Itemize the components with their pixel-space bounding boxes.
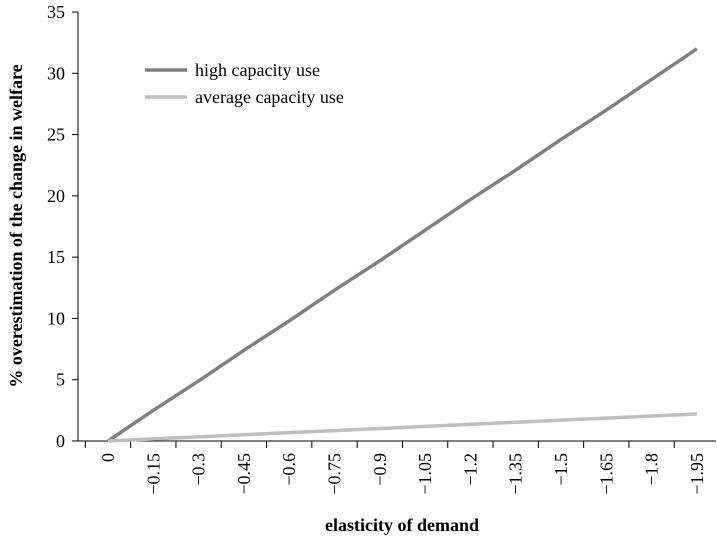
x-tick-label: −1.05: [415, 453, 435, 495]
x-tick-label: 0: [98, 453, 118, 462]
legend-label: average capacity use: [195, 87, 344, 107]
series-line-average-capacity-use: [107, 412, 697, 443]
y-tick-label: 0: [56, 431, 65, 451]
x-tick-label: −1.35: [506, 453, 526, 495]
x-tick-label: −1.65: [596, 453, 616, 495]
axes: 0 5 10 15 20 25 30 35 0 −0.15 −0.3 −0.45 −0.6 −0.75 −…: [47, 2, 716, 495]
y-tick-label: 20: [47, 186, 65, 206]
x-tick-label: −0.75: [325, 453, 345, 495]
y-axis-ticks: 0 5 10 15 20 25 30 35: [47, 2, 78, 451]
x-axis-title: elasticity of demand: [325, 515, 479, 535]
legend-label: high capacity use: [195, 60, 320, 80]
x-tick-label: −1.5: [551, 453, 571, 486]
x-tick-label: −0.15: [143, 453, 163, 495]
y-tick-label: 30: [47, 63, 65, 83]
y-tick-label: 10: [47, 308, 65, 328]
y-axis-title: % overestimation of the change in welfar…: [6, 64, 26, 387]
x-tick-label: −1.2: [460, 453, 480, 486]
x-tick-label: −0.45: [234, 453, 254, 495]
x-tick-label: −1.95: [687, 453, 707, 495]
series-lines: [107, 47, 698, 443]
y-tick-label: 15: [47, 247, 65, 267]
x-tick-label: −0.9: [370, 453, 390, 486]
x-tick-label: −1.8: [642, 453, 662, 486]
legend: high capacity use average capacity use: [145, 60, 344, 107]
y-tick-label: 25: [47, 125, 65, 145]
x-axis-ticks: 0 −0.15 −0.3 −0.45 −0.6 −0.75 −0.9 −1.05 −1.2 −1.…: [84, 441, 707, 495]
y-tick-label: 35: [47, 2, 65, 22]
x-tick-label: −0.3: [189, 453, 209, 486]
x-tick-label: −0.6: [279, 453, 299, 486]
y-tick-label: 5: [56, 370, 65, 390]
series-line-high-capacity-use: [107, 47, 698, 443]
